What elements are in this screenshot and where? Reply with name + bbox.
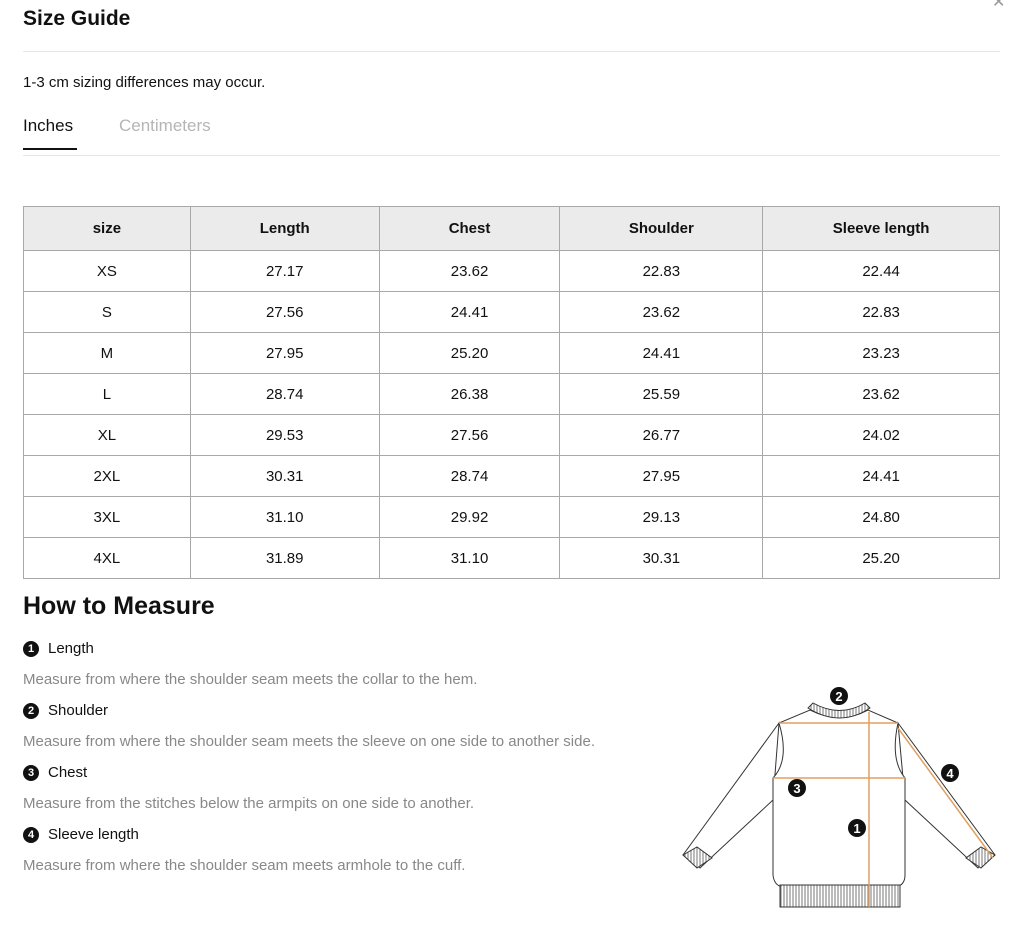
svg-text:3: 3 (793, 781, 800, 796)
table-cell: 31.89 (189, 537, 380, 579)
table-cell: 30.31 (559, 537, 764, 579)
table-cell: 25.20 (378, 332, 561, 374)
sweater-collar (807, 702, 871, 719)
unit-tabs: Inches Centimeters (23, 116, 1000, 156)
sweater-body (772, 709, 906, 888)
measure-label: Shoulder (48, 702, 109, 719)
svg-text:4: 4 (946, 766, 954, 781)
table-cell: 29.13 (559, 496, 764, 538)
divider (23, 51, 1000, 52)
measure-item: 3 Chest (23, 764, 87, 781)
close-icon[interactable]: ✕ (992, 0, 1006, 11)
table-row: 4XL 31.89 31.10 30.31 25.20 (23, 537, 1000, 579)
size-table: size Length Chest Shoulder Sleeve length XS 2… (23, 206, 1000, 579)
table-cell: 26.77 (559, 414, 764, 456)
svg-text:1: 1 (853, 821, 860, 836)
column-header: Chest (378, 206, 561, 251)
table-cell: 29.53 (189, 414, 380, 456)
table-cell: 23.23 (762, 332, 1000, 374)
table-cell: 24.80 (762, 496, 1000, 538)
table-cell: 25.20 (762, 537, 1000, 579)
number-badge: 4 (23, 826, 39, 843)
table-cell: 27.56 (378, 414, 561, 456)
number-badge: 1 (23, 640, 39, 657)
column-header: Length (189, 206, 380, 251)
table-cell: 4XL (23, 537, 191, 579)
table-cell: 2XL (23, 455, 191, 497)
table-cell: 22.44 (762, 250, 1000, 292)
table-cell: 24.41 (559, 332, 764, 374)
measure-item: 4 Sleeve length (23, 826, 139, 843)
measure-item: 2 Shoulder (23, 702, 108, 719)
table-cell: 24.41 (378, 291, 561, 333)
table-row: XS 27.17 23.62 22.83 22.44 (23, 250, 1000, 292)
table-cell: 30.31 (189, 455, 380, 497)
column-header: Sleeve length (762, 206, 1000, 251)
table-cell: 27.95 (559, 455, 764, 497)
table-cell: 29.92 (378, 496, 561, 538)
table-cell: 27.56 (189, 291, 380, 333)
table-cell: 25.59 (559, 373, 764, 415)
table-cell: 3XL (23, 496, 191, 538)
how-to-measure-title: How to Measure (23, 592, 215, 620)
number-badge: 2 (23, 702, 39, 719)
sizing-note: 1-3 cm sizing differences may occur. (23, 74, 266, 91)
table-row: 3XL 31.10 29.92 29.13 24.80 (23, 496, 1000, 538)
table-row: S 27.56 24.41 23.62 22.83 (23, 291, 1000, 333)
measure-description: Measure from where the shoulder seam mee… (23, 857, 466, 874)
sweater-left-sleeve (682, 721, 780, 869)
tab-inches[interactable]: Inches (23, 116, 77, 150)
table-row: L 28.74 26.38 25.59 23.62 (23, 373, 1000, 415)
measure-label: Chest (48, 764, 88, 781)
measure-label: Sleeve length (48, 826, 139, 843)
measure-lines (773, 712, 994, 907)
svg-text:2: 2 (835, 689, 842, 704)
number-badge: 3 (23, 764, 39, 781)
table-cell: 22.83 (559, 250, 764, 292)
table-row: XL 29.53 27.56 26.77 24.02 (23, 414, 1000, 456)
table-cell: 23.62 (762, 373, 1000, 415)
measure-item: 1 Length (23, 640, 94, 657)
measure-description: Measure from the stitches below the armp… (23, 795, 475, 812)
tab-centimeters[interactable]: Centimeters (119, 116, 211, 135)
table-cell: 27.95 (189, 332, 380, 374)
page-title: Size Guide (23, 7, 131, 30)
table-cell: 23.62 (378, 250, 561, 292)
measure-description: Measure from where the shoulder seam mee… (23, 671, 478, 688)
table-cell: 31.10 (189, 496, 380, 538)
measure-label: Length (48, 640, 94, 657)
table-row: M 27.95 25.20 24.41 23.23 (23, 332, 1000, 374)
column-header: size (23, 206, 191, 251)
measure-description: Measure from where the shoulder seam mee… (23, 733, 595, 750)
